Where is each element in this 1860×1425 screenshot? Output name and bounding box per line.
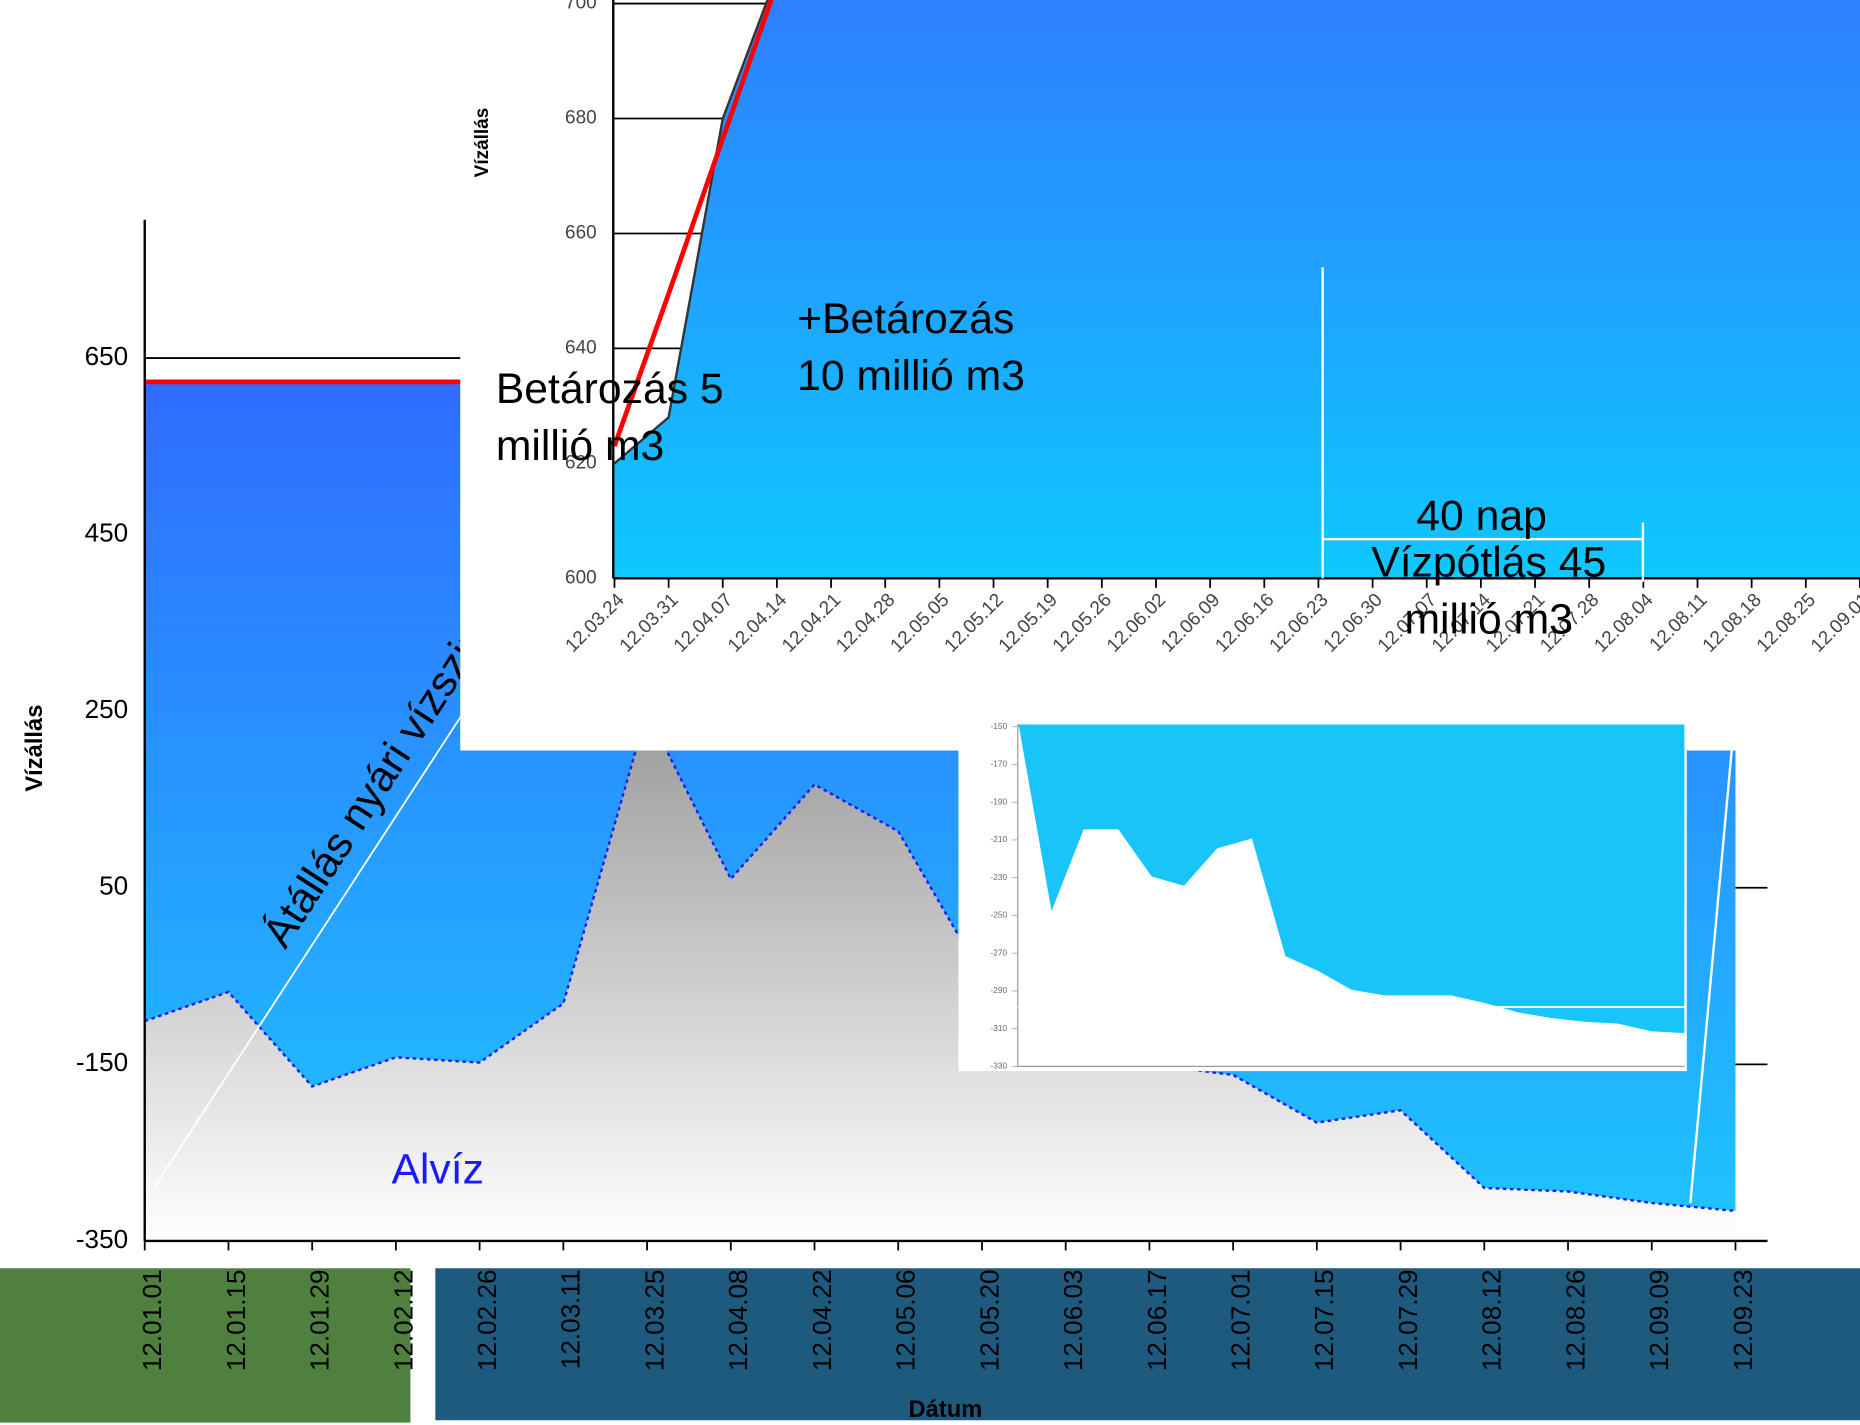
y-tick-label: -310 [991, 1023, 1008, 1033]
x-tick-label: 12.09.09 [1644, 1269, 1674, 1371]
x-tick-label: 12.07.15 [1309, 1269, 1339, 1371]
annotation: Alvíz [391, 1145, 484, 1193]
area [614, 0, 1860, 579]
x-tick-label: 12.03.11 [556, 1269, 586, 1369]
blue-band [435, 1268, 1860, 1421]
area [1017, 726, 1685, 1067]
x-tick-label: 12.04.08 [723, 1269, 753, 1371]
y-tick-label: -170 [991, 759, 1008, 769]
y-tick-label: 600 [565, 567, 597, 588]
x-tick-label: 12.05.20 [974, 1269, 1004, 1371]
x-tick-label: 12.02.12 [388, 1269, 418, 1371]
y-tick-label: -150 [76, 1047, 128, 1077]
x-tick-label: 12.01.15 [221, 1269, 251, 1371]
y-tick-label: -290 [991, 985, 1008, 995]
x-tick-label: 12.01.01 [137, 1269, 167, 1371]
x-tick-label: 12.06.17 [1142, 1269, 1172, 1371]
y-tick-label: 450 [85, 518, 129, 548]
x-tick-label: 12.06.03 [1058, 1269, 1088, 1371]
plot-area [1017, 724, 1685, 1067]
y-tick-label: 700 [565, 0, 597, 14]
area [144, 711, 1736, 1241]
y-tick-label: 640 [565, 337, 597, 358]
transition-line [153, 709, 466, 1188]
x-axis-label: Dátum [909, 1397, 983, 1423]
y-tick-label: -270 [991, 947, 1008, 957]
annotation: +Betározás [797, 295, 1014, 343]
annotation: 10 millió m3 [797, 352, 1025, 400]
y-tick-label: 680 [565, 108, 597, 129]
x-tick-label: 12.08.26 [1560, 1269, 1590, 1371]
y-tick-label: 50 [99, 871, 128, 901]
line [613, 0, 774, 447]
x-tick-label: 12.08.12 [1477, 1269, 1507, 1371]
x-tick-label: 12.02.26 [472, 1269, 502, 1371]
green-band [0, 1268, 411, 1423]
x-tick-label: 12.09.23 [1728, 1269, 1758, 1371]
y-tick-label: -210 [991, 834, 1008, 844]
y-tick-label: -190 [991, 796, 1008, 806]
line [1017, 726, 1685, 1036]
annotation: Betározás 5 [496, 365, 724, 413]
y-tick-label: -150 [991, 721, 1008, 731]
y-tick-label: 250 [85, 694, 129, 724]
y-tick-label: -350 [76, 1224, 128, 1254]
annotation: 40 nap [1416, 492, 1547, 540]
x-tick-label: 12.01.29 [305, 1269, 335, 1371]
annotation: millió m3 [1404, 596, 1572, 644]
x-tick-label: 12.05.06 [891, 1269, 921, 1371]
y-tick-label: 620 [565, 452, 597, 473]
x-tick-label: 12.03.25 [639, 1269, 669, 1371]
y-tick-label: -230 [991, 872, 1008, 882]
annotation: millió m3 [496, 422, 664, 470]
y-tick-label: -330 [991, 1061, 1008, 1071]
annotation: Vízpótlás 45 [1371, 539, 1606, 587]
y-tick-label: 660 [565, 222, 597, 243]
y-axis-label: Vízállás [22, 705, 48, 792]
x-tick-label: 12.04.22 [807, 1269, 837, 1371]
y-tick-label: 650 [85, 341, 129, 371]
transition-line [1689, 748, 1734, 1204]
plot-area [613, 0, 1860, 579]
y-tick-label: -250 [991, 910, 1008, 920]
x-tick-label: 12.07.01 [1226, 1269, 1256, 1371]
y-axis-label: Vízállás [472, 108, 493, 178]
x-tick-label: 12.07.29 [1393, 1269, 1423, 1371]
